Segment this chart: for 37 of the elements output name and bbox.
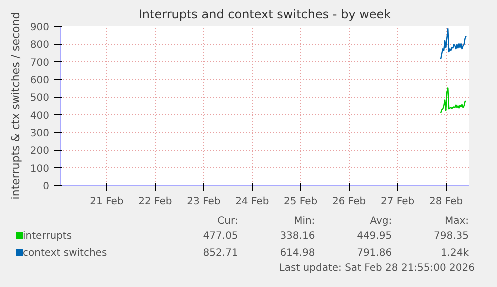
y-tick-label: 200: [30, 146, 50, 158]
x-tick-label: 27 Feb: [380, 196, 415, 208]
line-series: [440, 88, 467, 114]
text: 1.24k: [440, 246, 470, 261]
text: Cur:: [216, 215, 240, 229]
text: 338.16: [279, 230, 316, 244]
y-tick-label: 600: [30, 76, 50, 86]
text: Min:: [293, 215, 316, 229]
text: 449.95: [356, 230, 394, 244]
x-tick-label: 22 Feb: [138, 196, 172, 208]
y-tick-label: 100: [30, 164, 50, 175]
y-tick-label: 500: [30, 93, 50, 104]
y-tick-label: 700: [30, 58, 50, 69]
x-tick-label: 25 Feb: [284, 196, 318, 208]
x-tick-label: 26 Feb: [332, 196, 366, 208]
y-tick-label: 0: [43, 182, 50, 192]
x-tick-label: 23 Feb: [187, 196, 221, 208]
line-series: [440, 28, 467, 60]
x-tick-label: 21 Feb: [90, 196, 124, 208]
y-tick-label: 400: [30, 110, 50, 122]
y-tick-label: 800: [30, 40, 50, 52]
chart-title: Interrupts and context switches - by week: [138, 8, 392, 22]
y-axis-title: interrupts & ctx switches / second: [9, 12, 22, 200]
text: Last update: Sat Feb 28 21:55:00 2026: [278, 262, 475, 276]
y-tick-label: 300: [30, 128, 50, 140]
x-tick-label: 24 Feb: [236, 196, 270, 208]
text: Avg:: [369, 215, 394, 229]
text: 852.71: [202, 246, 240, 261]
text: Max:: [444, 215, 470, 229]
text: 614.98: [279, 246, 316, 261]
text: 477.05: [202, 230, 240, 244]
text: 791.86: [356, 246, 394, 261]
legend-label: context switches: [22, 246, 108, 261]
legend-label: interrupts: [22, 230, 74, 244]
y-tick-label: 900: [30, 22, 50, 34]
x-tick-label: 28 Feb: [429, 196, 464, 208]
text: 798.35: [433, 230, 470, 244]
